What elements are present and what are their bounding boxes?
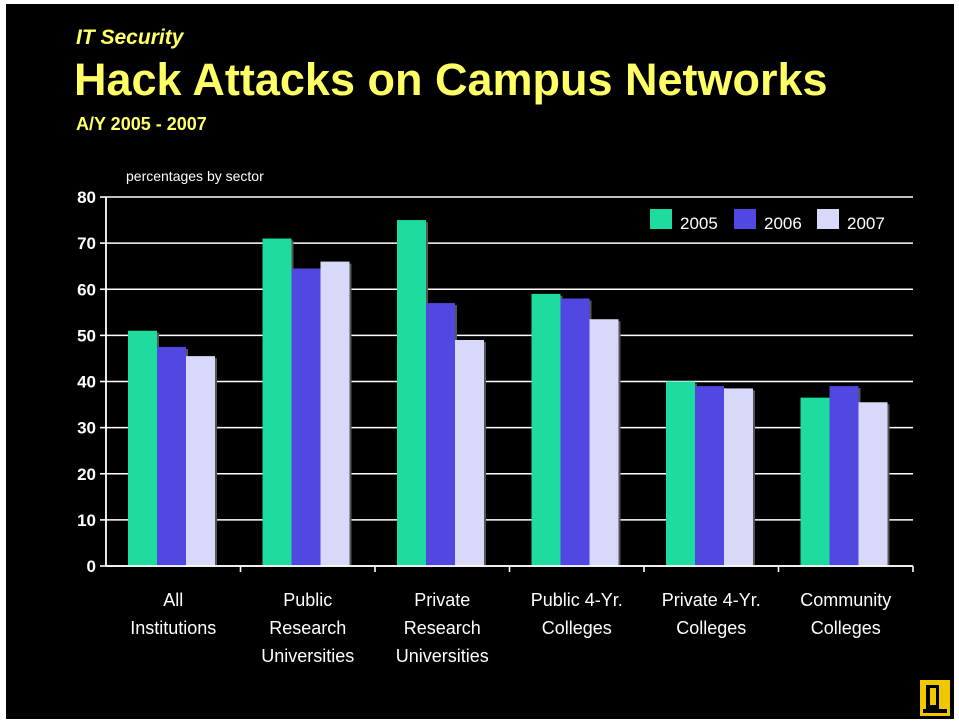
bar-chart: percentages by sector 0 10 20 30 40 50 60 70 80 Al… — [77, 168, 914, 666]
legend-label-2007: 2007 — [847, 214, 885, 233]
legend-swatch-2007 — [817, 209, 839, 229]
x-tick-label-line: Colleges — [676, 618, 746, 638]
grid-layer — [106, 196, 913, 567]
bar-2005-0 — [128, 330, 157, 566]
x-tick-label: Community Colleges — [800, 590, 891, 638]
x-tick-label-line: Universities — [396, 646, 489, 666]
slide: IT Security Hack Attacks on Campus Netwo… — [6, 4, 954, 719]
bar-2007-4 — [724, 388, 753, 566]
legend-swatch-2006 — [734, 209, 756, 229]
x-tick-label-line: Public 4-Yr. — [531, 590, 623, 610]
x-tick-label-line: Research — [404, 618, 481, 638]
bar-2005-4 — [666, 381, 695, 566]
bar-2007-2 — [455, 339, 484, 566]
x-tick-label: Public 4-Yr. Colleges — [531, 590, 623, 638]
bar-2006-1 — [291, 268, 321, 566]
bar-shadow — [484, 341, 486, 566]
bar-2005-5 — [800, 397, 830, 566]
x-tick-label: All Institutions — [130, 590, 216, 638]
x-tick-label: Public Research Universities — [261, 590, 354, 666]
x-tick-label-line: Universities — [261, 646, 354, 666]
bar-2005-1 — [262, 238, 292, 566]
y-tick-label: 20 — [77, 465, 96, 484]
bar-2006-0 — [157, 346, 186, 566]
bar-2005-3 — [531, 293, 561, 566]
x-tick-label-line: All — [163, 590, 183, 610]
bar-2007-0 — [186, 356, 215, 566]
bar-2005-2 — [397, 220, 426, 566]
legend-label-2006: 2006 — [764, 214, 802, 233]
bar-layer — [128, 220, 890, 566]
bar-2006-3 — [560, 298, 590, 566]
logo-icon — [920, 680, 950, 716]
bar-shadow — [215, 358, 217, 566]
x-tick-label-line: Colleges — [542, 618, 612, 638]
x-tick-label-line: Community — [800, 590, 891, 610]
bar-2006-2 — [426, 303, 455, 566]
y-tick-label: 50 — [77, 326, 96, 345]
slide-kicker: IT Security — [76, 26, 184, 49]
bar-shadow — [349, 263, 352, 566]
legend-swatch-2005 — [650, 209, 672, 229]
y-axis-label: percentages by sector — [126, 168, 264, 184]
y-tick-label: 10 — [77, 511, 96, 530]
y-tick-label: 60 — [77, 280, 96, 299]
bar-shadow — [618, 321, 621, 566]
bar-2006-5 — [829, 386, 859, 566]
x-tick-label: Private 4-Yr. Colleges — [662, 590, 761, 638]
slide-subtitle: A/Y 2005 - 2007 — [76, 114, 207, 134]
bar-2007-1 — [320, 261, 350, 566]
x-tick-label-line: Private 4-Yr. — [662, 590, 761, 610]
x-tick-label-line: Research — [269, 618, 346, 638]
bar-2007-3 — [589, 319, 619, 566]
bar-2006-4 — [695, 386, 724, 566]
y-tick-label: 40 — [77, 373, 96, 392]
legend: 2005 2006 2007 — [650, 209, 885, 233]
x-tick-label-line: Public — [283, 590, 332, 610]
x-tick-label-line: Private — [414, 590, 470, 610]
x-tick-label: Private Research Universities — [396, 590, 489, 666]
axis-layer: percentages by sector 0 10 20 30 40 50 60 70 80 Al… — [77, 168, 914, 666]
y-tick-label: 0 — [87, 557, 96, 576]
slide-title: Hack Attacks on Campus Networks — [74, 54, 828, 105]
y-tick-label: 70 — [77, 234, 96, 253]
legend-label-2005: 2005 — [680, 214, 718, 233]
y-tick-label: 80 — [77, 188, 96, 207]
bar-2007-5 — [858, 402, 888, 566]
x-tick-label-line: Institutions — [130, 618, 216, 638]
bar-shadow — [753, 390, 755, 566]
y-tick-label: 30 — [77, 419, 96, 438]
bar-shadow — [887, 404, 890, 566]
x-tick-label-line: Colleges — [811, 618, 881, 638]
